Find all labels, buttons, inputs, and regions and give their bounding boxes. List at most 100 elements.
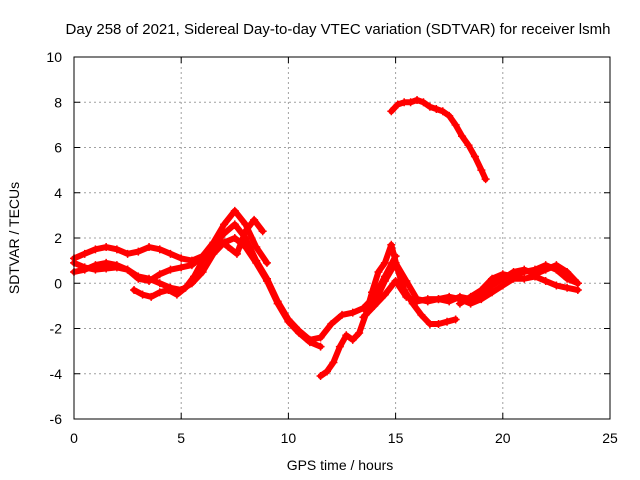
- x-tick-label: 5: [177, 430, 185, 446]
- data-point-marker: [359, 313, 368, 322]
- data-point-marker: [284, 317, 293, 326]
- data-point-marker: [380, 290, 389, 299]
- data-point-marker: [123, 265, 132, 274]
- data-point-marker: [112, 261, 121, 270]
- data-point-marker: [423, 297, 432, 306]
- data-point-marker: [387, 107, 396, 116]
- series-line-arc5: [317, 241, 459, 379]
- data-point-marker: [181, 283, 190, 292]
- data-point-marker: [241, 227, 250, 236]
- data-point-marker: [250, 215, 259, 224]
- series-markers-arc3: [70, 234, 325, 351]
- x-tick-label: 25: [602, 430, 618, 446]
- y-tick-label: -6: [50, 411, 63, 427]
- data-point-marker: [552, 281, 561, 290]
- data-point-marker: [402, 292, 411, 301]
- data-point-marker: [573, 286, 582, 295]
- series-line-arc9: [388, 97, 489, 183]
- y-tick-label: 2: [54, 230, 62, 246]
- data-point-marker: [393, 100, 402, 109]
- data-point-marker: [413, 95, 422, 104]
- data-point-marker: [335, 342, 344, 351]
- data-point-marker: [232, 249, 241, 258]
- data-point-marker: [230, 220, 239, 229]
- data-point-marker: [466, 292, 475, 301]
- data-point-marker: [91, 245, 100, 254]
- data-point-marker: [509, 272, 518, 281]
- data-point-marker: [552, 265, 561, 274]
- data-point-marker: [481, 175, 490, 184]
- data-point-marker: [327, 319, 336, 328]
- y-tick-labels: 10 8 6 4 2 0 -2 -4 -6: [46, 49, 62, 427]
- data-series: [70, 95, 582, 381]
- data-point-marker: [443, 317, 452, 326]
- data-point-marker: [220, 220, 229, 229]
- x-tick-labels: 0 5 10 15 20 25: [70, 430, 618, 446]
- data-point-marker: [273, 299, 282, 308]
- y-tick-label: -2: [50, 321, 63, 337]
- series-line-arc8: [456, 262, 581, 307]
- y-tick-label: 8: [54, 94, 62, 110]
- data-point-marker: [445, 111, 454, 120]
- data-point-marker: [207, 245, 216, 254]
- data-point-marker: [172, 290, 181, 299]
- data-point-marker: [316, 333, 325, 342]
- data-point-marker: [145, 274, 154, 283]
- data-point-marker: [488, 288, 497, 297]
- data-point-marker: [262, 276, 271, 285]
- data-point-marker: [541, 276, 550, 285]
- data-point-marker: [155, 288, 164, 297]
- data-point-marker: [123, 249, 132, 258]
- data-point-marker: [329, 358, 338, 367]
- data-point-marker: [391, 276, 400, 285]
- data-point-marker: [458, 132, 467, 141]
- data-point-marker: [134, 247, 143, 256]
- data-point-marker: [91, 261, 100, 270]
- chart-title: Day 258 of 2021, Sidereal Day-to-day VTE…: [66, 21, 611, 38]
- data-point-marker: [155, 245, 164, 254]
- y-tick-label: 0: [54, 275, 62, 291]
- data-point-marker: [520, 274, 529, 283]
- data-point-marker: [380, 258, 389, 267]
- data-point-marker: [488, 274, 497, 283]
- series-line-arc3: [71, 235, 324, 350]
- data-point-marker: [563, 283, 572, 292]
- data-point-marker: [355, 329, 364, 338]
- data-point-marker: [348, 308, 357, 317]
- data-point-marker: [198, 267, 207, 276]
- data-point-marker: [215, 236, 224, 245]
- data-point-marker: [464, 141, 473, 150]
- data-point-marker: [102, 243, 111, 252]
- data-point-marker: [342, 331, 351, 340]
- data-point-marker: [419, 98, 428, 107]
- data-point-marker: [295, 329, 304, 338]
- data-point-marker: [348, 335, 357, 344]
- data-point-marker: [477, 166, 486, 175]
- data-point-marker: [563, 274, 572, 283]
- series-markers-arc4: [130, 215, 267, 301]
- data-point-marker: [166, 249, 175, 258]
- y-tick-label: -4: [50, 366, 63, 382]
- data-point-marker: [220, 229, 229, 238]
- data-point-marker: [387, 240, 396, 249]
- y-axis-label: SDTVAR / TECUs: [6, 182, 22, 294]
- data-point-marker: [455, 292, 464, 301]
- data-point-marker: [338, 310, 346, 319]
- x-tick-label: 0: [70, 430, 78, 446]
- data-point-marker: [402, 276, 411, 285]
- y-tick-label: 4: [54, 185, 62, 201]
- data-point-marker: [477, 286, 486, 295]
- data-point-marker: [230, 234, 239, 242]
- data-point-marker: [530, 265, 539, 274]
- data-point-marker: [252, 258, 261, 267]
- data-point-marker: [164, 286, 173, 295]
- series-line-arc4: [131, 216, 266, 300]
- data-point-marker: [425, 319, 434, 328]
- data-point-marker: [417, 310, 426, 319]
- data-point-marker: [130, 286, 139, 295]
- data-point-marker: [541, 261, 550, 270]
- series-markers-arc8: [455, 261, 582, 308]
- data-point-marker: [258, 227, 267, 236]
- data-point-marker: [155, 270, 164, 279]
